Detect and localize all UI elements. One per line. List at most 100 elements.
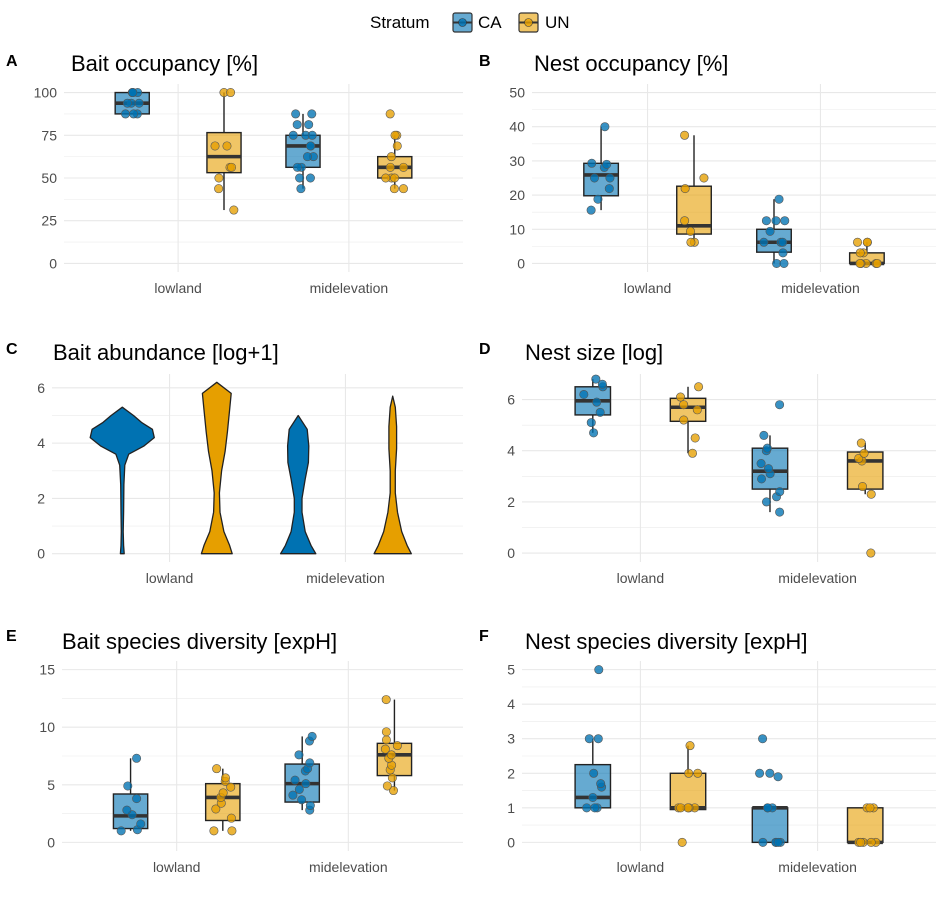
ca-lowland-group (112, 753, 149, 836)
data-point (212, 764, 222, 774)
data-point (699, 173, 709, 183)
panel-label-a: A (6, 53, 18, 70)
x-tick-label: lowland (617, 570, 664, 586)
data-point (688, 448, 698, 458)
panel-label-f: F (479, 628, 489, 645)
y-tick-label: 6 (507, 392, 515, 408)
x-tick-label: midelevation (309, 859, 388, 875)
data-point (305, 173, 315, 183)
data-point (305, 801, 315, 811)
y-tick-label: 1 (507, 800, 515, 816)
violin (373, 395, 412, 555)
data-point (210, 141, 220, 151)
data-point (676, 392, 686, 402)
data-point (385, 109, 395, 119)
ca-lowland-group (574, 665, 612, 813)
data-point (221, 773, 231, 783)
legend: Stratum CA UN (370, 12, 570, 33)
ca-midelevation-group (756, 194, 792, 268)
data-point (755, 768, 765, 778)
y-tick-label: 0 (517, 255, 525, 271)
box (846, 807, 884, 844)
data-point (586, 418, 596, 428)
data-point (589, 768, 599, 778)
data-point (774, 194, 784, 204)
un-midelevation-group (848, 237, 885, 268)
data-point (586, 205, 596, 215)
y-tick-label: 0 (507, 545, 515, 561)
y-tick-label: 4 (507, 696, 515, 712)
data-point (685, 226, 695, 236)
y-tick-label: 10 (39, 719, 55, 735)
data-point (780, 216, 790, 226)
ca-midelevation-group (284, 731, 321, 815)
data-point (307, 109, 317, 119)
panel-b: 0 10 20 30 40 50 lowland midelevation (509, 84, 936, 296)
un-midelevation-group (377, 109, 413, 194)
panel-e: 0 5 10 15 lowland midelevation (39, 661, 463, 875)
y-tick-label: 5 (507, 662, 515, 678)
y-tick-label: 40 (509, 119, 525, 135)
un-midelevation-group (376, 695, 413, 796)
data-point (602, 159, 612, 169)
data-point (388, 786, 398, 796)
data-point (226, 813, 236, 823)
data-point (762, 443, 772, 453)
x-tick-label: midelevation (310, 280, 389, 296)
data-point (596, 779, 606, 789)
data-point (762, 497, 772, 507)
data-point (294, 750, 304, 760)
x-tick-label: lowland (624, 280, 671, 296)
data-point (588, 792, 598, 802)
data-point (214, 173, 224, 183)
data-point (227, 162, 237, 172)
data-point (306, 141, 316, 151)
data-point (122, 805, 132, 815)
data-point (587, 158, 597, 168)
data-point (288, 130, 298, 140)
panel-title-c: Bait abundance [log+1] (53, 340, 279, 365)
data-point (381, 727, 391, 737)
data-point (858, 482, 868, 492)
un-lowland-group (200, 381, 233, 555)
data-point (386, 750, 396, 760)
data-point (381, 735, 391, 745)
y-tick-label: 2 (37, 490, 45, 506)
x-tick-label: midelevation (306, 570, 385, 586)
ca-lowland-group (114, 88, 150, 119)
data-point (399, 162, 409, 172)
data-point (122, 98, 132, 108)
panel-a: 0 25 50 75 100 lowland midelevation (34, 84, 463, 296)
y-tick-label: 0 (49, 255, 57, 271)
data-point (593, 194, 603, 204)
legend-key-ca: CA (452, 12, 502, 33)
legend-label-un: UN (545, 13, 570, 32)
data-point (759, 430, 769, 440)
data-point (600, 122, 610, 132)
x-tick-label: lowland (153, 859, 200, 875)
y-tick-label: 10 (509, 221, 525, 237)
data-point (301, 779, 311, 789)
data-point (589, 428, 599, 438)
data-point (856, 837, 866, 847)
data-point (594, 665, 604, 675)
x-tick-label: lowland (146, 570, 193, 586)
y-tick-label: 25 (41, 213, 57, 229)
data-point (128, 88, 138, 98)
data-point (296, 184, 306, 194)
data-point (597, 379, 607, 389)
data-point (759, 237, 769, 247)
data-point (305, 758, 315, 768)
data-point (132, 794, 142, 804)
y-tick-label: 2 (507, 765, 515, 781)
data-point (680, 130, 690, 140)
data-point (690, 433, 700, 443)
legend-dot-un (524, 18, 533, 27)
data-point (590, 803, 600, 813)
panel-c: 0 2 4 6 lowland midelevation (37, 374, 463, 586)
x-tick-label: midelevation (778, 570, 857, 586)
data-point (773, 772, 783, 782)
data-point (226, 88, 236, 98)
y-tick-label: 75 (41, 127, 57, 143)
